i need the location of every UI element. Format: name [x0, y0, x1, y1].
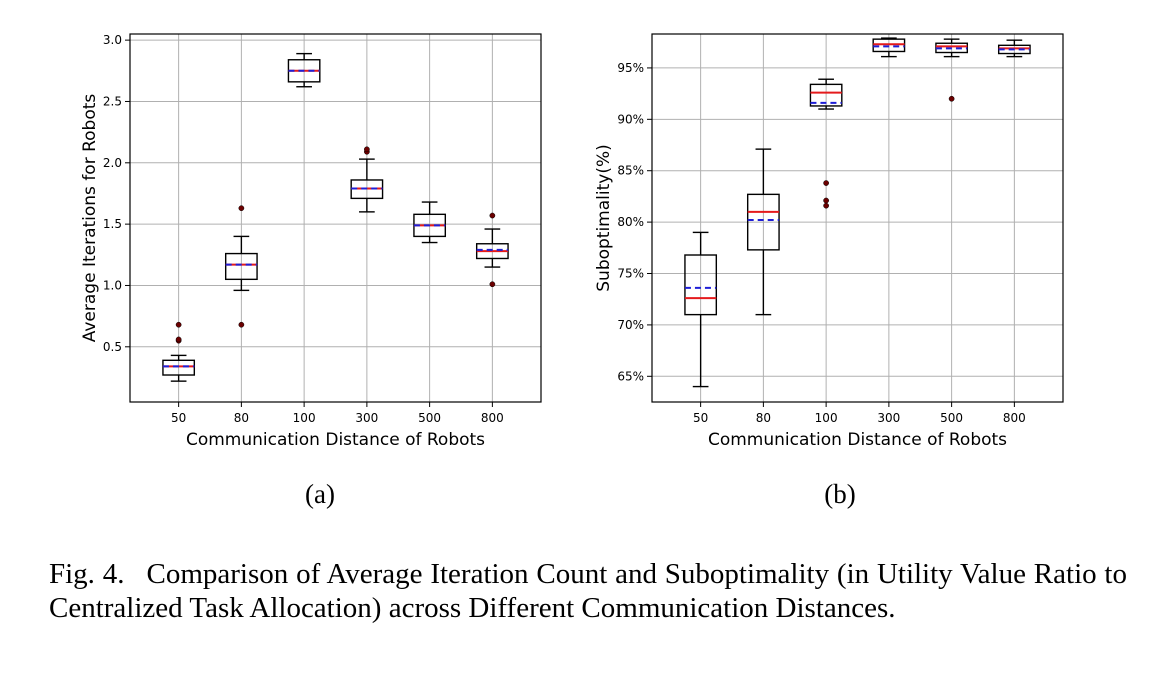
panel-label: (b) — [824, 479, 855, 509]
x-axis-label: Communication Distance of Robots — [708, 430, 1007, 450]
caption-text: Comparison of Average Iteration Count an… — [49, 558, 1127, 624]
outlier-point — [175, 321, 182, 328]
x-tick-label: 500 — [418, 411, 441, 425]
plot-frame — [651, 33, 1064, 403]
x-tick-label: 50 — [171, 411, 186, 425]
outlier-point — [823, 197, 829, 204]
iqr-box — [746, 193, 780, 251]
box-100 — [809, 78, 843, 209]
iqr-box — [872, 38, 906, 53]
box-300 — [872, 37, 906, 58]
y-tick-label: 70% — [617, 318, 644, 332]
y-tick-label: 95% — [617, 61, 644, 75]
y-tick-label: 80% — [617, 215, 644, 229]
x-tick-label: 300 — [355, 411, 378, 425]
y-tick-label: 75% — [617, 267, 644, 281]
y-tick-label: 1.5 — [103, 217, 122, 231]
x-tick-label: 80 — [234, 411, 249, 425]
x-tick-label: 300 — [877, 411, 900, 425]
outlier-point — [823, 180, 829, 186]
chart-b-suboptimality: 65% 70% 75% 80% 85% 90% 95% 50 80 100 300 500 800 Com… — [594, 33, 1064, 509]
x-tick-label: 100 — [293, 411, 316, 425]
x-tick-label: 100 — [815, 411, 838, 425]
box-100 — [287, 52, 321, 88]
box-300 — [350, 146, 384, 213]
box-800 — [475, 212, 509, 288]
box-80 — [224, 205, 258, 328]
box-50 — [684, 231, 718, 388]
box-80 — [746, 148, 780, 316]
x-tick-label: 800 — [1003, 411, 1026, 425]
x-tick-label: 800 — [481, 411, 504, 425]
outlier-point — [948, 95, 955, 102]
caption-label: Fig. 4. — [49, 558, 125, 590]
y-tick-label: 65% — [617, 369, 644, 383]
y-tick-label: 0.5 — [103, 340, 122, 354]
x-tick-label: 80 — [756, 411, 771, 425]
y-tick-label: 1.0 — [103, 278, 122, 292]
outlier-point — [489, 281, 496, 288]
plot-frame — [129, 33, 542, 403]
outlier-point — [175, 336, 182, 343]
panel-label: (a) — [305, 479, 335, 509]
x-tick-label: 500 — [940, 411, 963, 425]
box-500 — [935, 38, 969, 102]
y-axis-label: Suboptimality(%) — [594, 144, 614, 292]
y-tick-label: 2.0 — [103, 156, 122, 170]
iqr-box — [809, 83, 843, 107]
y-tick-label: 3.0 — [103, 33, 122, 47]
x-axis-label: Communication Distance of Robots — [186, 430, 485, 450]
outlier-point — [489, 212, 496, 219]
iqr-box — [162, 359, 196, 376]
box-800 — [997, 39, 1031, 58]
x-tick-label: 50 — [693, 411, 708, 425]
y-tick-label: 85% — [617, 164, 644, 178]
chart-a-iterations: 0.5 1.0 1.5 2.0 2.5 3.0 50 80 100 300 500 800 Commun… — [80, 33, 542, 509]
y-axis-label: Average Iterations for Robots — [80, 94, 100, 343]
box-500 — [413, 201, 447, 244]
outlier-point — [238, 205, 245, 212]
y-tick-label: 90% — [617, 112, 644, 126]
iqr-box — [224, 252, 258, 281]
outlier-point — [364, 146, 370, 153]
y-tick-label: 2.5 — [103, 94, 122, 108]
outlier-point — [238, 321, 245, 328]
box-50 — [162, 321, 196, 382]
figure-caption: Fig. 4. Comparison of Average Iteration C… — [49, 557, 1127, 625]
iqr-box — [684, 254, 718, 316]
figure-canvas: 0.5 1.0 1.5 2.0 2.5 3.0 50 80 100 300 500 800 Commun… — [80, 33, 1064, 509]
outlier-point — [823, 202, 829, 209]
